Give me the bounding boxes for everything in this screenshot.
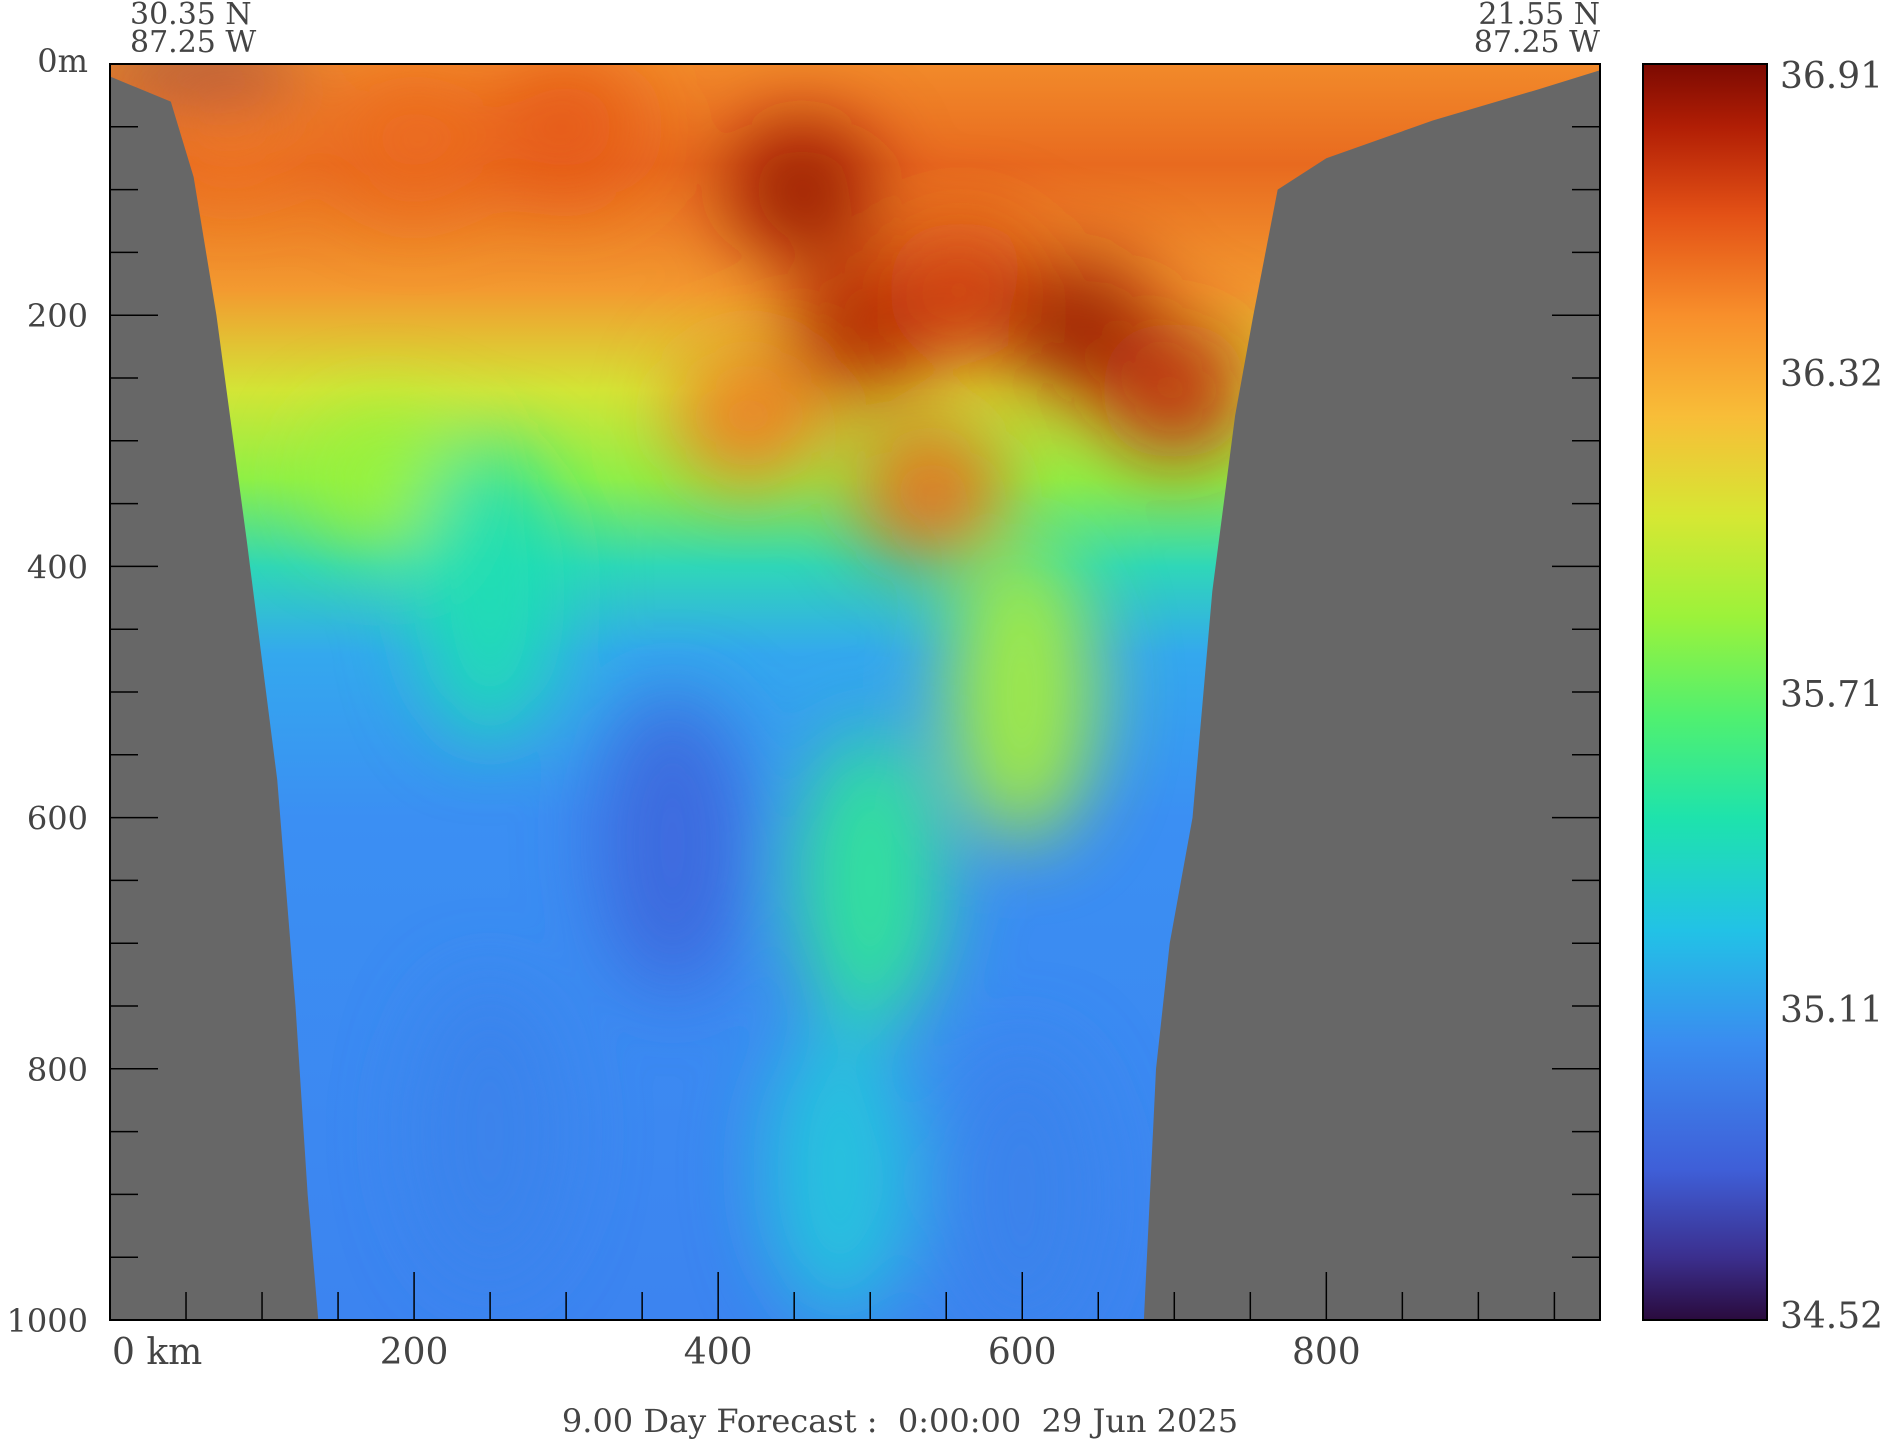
- y-tick-labels: 0m 200 400 600 800 1000: [7, 42, 88, 1340]
- salinity-feature-3: [726, 119, 877, 260]
- y-tick-label-1000: 1000: [7, 1302, 88, 1340]
- salinity-feature-18: [110, 64, 312, 89]
- colorbar-ramp: [1642, 63, 1768, 1321]
- colorbar-label-3: 35.11: [1780, 990, 1883, 1031]
- salinity-feature-12: [947, 542, 1098, 842]
- salinity-feature-8: [856, 421, 1007, 562]
- salinity-feature-1: [339, 69, 490, 210]
- colorbar-label-0: 36.91: [1780, 56, 1883, 97]
- salinity-feature-10: [308, 408, 459, 549]
- end-lat: 21.55 N: [1478, 0, 1600, 32]
- colorbar-label-1: 36.32: [1780, 354, 1883, 395]
- start-lon: 87.25 W: [130, 25, 256, 60]
- salinity-feature-9: [673, 345, 824, 486]
- x-tick-label-800: 800: [1292, 1332, 1361, 1373]
- salinity-field: [110, 64, 1250, 1320]
- y-tick-label-600: 600: [27, 800, 88, 838]
- x-tick-label-400: 400: [684, 1332, 753, 1373]
- colorbar: 36.91 36.32 35.71 35.11 34.52: [1642, 56, 1883, 1337]
- x-tick-label-200: 200: [380, 1332, 449, 1373]
- y-tick-label-0: 0m: [37, 42, 88, 80]
- x-tick-label-600: 600: [988, 1332, 1057, 1373]
- colorbar-label-4: 34.52: [1780, 1296, 1883, 1337]
- salinity-feature-14: [764, 1019, 915, 1320]
- x-tick-labels: 0 km 200 400 600 800: [112, 1332, 1361, 1373]
- land-mask-right: [1143, 64, 1600, 1320]
- y-tick-label-200: 200: [27, 297, 88, 335]
- forecast-caption: 9.00 Day Forecast : 0:00:00 29 Jun 2025: [562, 1402, 1238, 1440]
- salinity-feature-5: [886, 220, 1037, 361]
- start-lat: 30.35 N: [130, 0, 252, 32]
- salinity-feature-0: [156, 64, 307, 185]
- end-point-label: 21.55 N 87.25 W: [1474, 0, 1600, 60]
- x-tick-label-0: 0 km: [112, 1332, 202, 1373]
- axis-ticks: [110, 63, 1600, 1321]
- salinity-feature-7: [1099, 320, 1250, 461]
- salinity-feature-2: [491, 64, 642, 197]
- y-tick-label-400: 400: [27, 548, 88, 586]
- land-mask-left: [110, 64, 319, 1320]
- salinity-feature-11: [415, 441, 566, 742]
- salinity-feature-13: [795, 730, 946, 1031]
- start-point-label: 30.35 N 87.25 W: [130, 0, 256, 60]
- end-lon: 87.25 W: [1474, 25, 1600, 60]
- salinity-feature-16: [415, 981, 566, 1282]
- salinity-feature-15: [597, 692, 748, 993]
- colorbar-labels: 36.91 36.32 35.71 35.11 34.52: [1780, 56, 1883, 1337]
- colorbar-label-2: 35.71: [1780, 675, 1883, 716]
- salinity-feature-17: [947, 1044, 1098, 1320]
- plot-area: [109, 63, 1601, 1321]
- y-tick-label-800: 800: [27, 1051, 88, 1089]
